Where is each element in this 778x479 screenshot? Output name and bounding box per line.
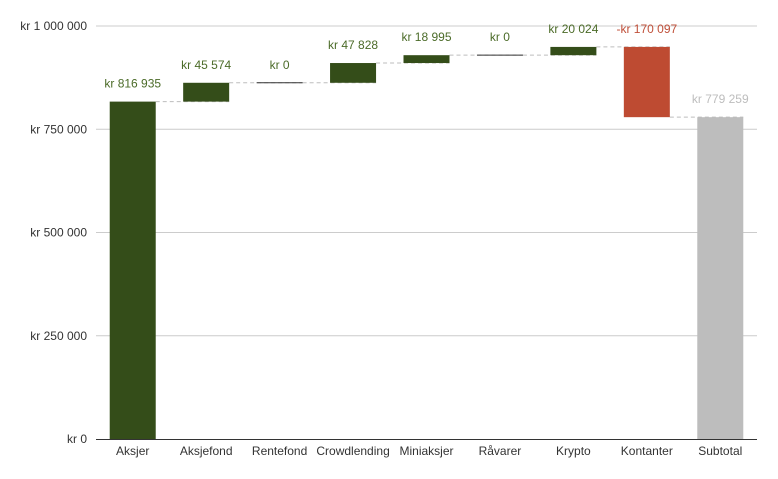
x-tick-label: Subtotal <box>698 444 742 458</box>
bar <box>697 117 744 440</box>
bar <box>109 101 156 440</box>
x-tick-label: Miniaksjer <box>399 444 453 458</box>
bar <box>183 82 230 102</box>
data-label: kr 0 <box>270 58 290 72</box>
data-label: -kr 170 097 <box>616 22 677 36</box>
x-tick-label: Rentefond <box>252 444 307 458</box>
bar <box>403 55 450 64</box>
x-tick-label: Crowdlending <box>316 444 389 458</box>
data-label: kr 779 259 <box>692 92 749 106</box>
y-tick-label: kr 250 000 <box>30 329 87 343</box>
bars <box>109 46 744 440</box>
y-tick-label: kr 0 <box>67 432 87 446</box>
bar <box>550 46 597 56</box>
data-label: kr 0 <box>490 30 510 44</box>
data-labels: kr 816 935 kr 45 574 kr 0 kr 47 828 kr 18 99… <box>104 22 749 106</box>
gridlines <box>96 25 757 337</box>
y-axis-tick-labels: kr 0 kr 250 000 kr 500 000 kr 750 000 kr 1 0… <box>20 19 87 446</box>
x-tick-label: Kontanter <box>621 444 673 458</box>
x-axis-tick-labels: Aksjer Aksjefond Rentefond Crowdlending Mini… <box>116 444 742 458</box>
x-tick-label: Aksjefond <box>180 444 233 458</box>
data-label: kr 47 828 <box>328 38 378 52</box>
y-tick-label: kr 1 000 000 <box>20 19 87 33</box>
data-label: kr 20 024 <box>548 22 598 36</box>
x-tick-label: Aksjer <box>116 444 149 458</box>
data-label: kr 18 995 <box>401 30 451 44</box>
x-tick-label: Krypto <box>556 444 591 458</box>
bar <box>623 46 670 118</box>
data-label: kr 45 574 <box>181 58 231 72</box>
x-tick-label: Råvarer <box>479 444 522 458</box>
y-tick-label: kr 500 000 <box>30 226 87 240</box>
bar <box>330 63 377 83</box>
data-label: kr 816 935 <box>104 77 161 91</box>
y-tick-label: kr 750 000 <box>30 122 87 136</box>
